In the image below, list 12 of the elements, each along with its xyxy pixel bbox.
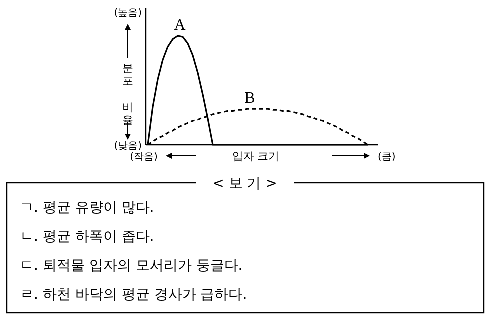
text: (큼) <box>378 152 396 163</box>
text: (작음) <box>130 152 158 163</box>
text: < 보 기 > <box>212 176 278 192</box>
text: ㄴ. 평균 하폭이 좁다. <box>20 229 154 245</box>
text: ㄹ. 하천 바닥의 평균 경사가 급하다. <box>20 287 248 303</box>
text: (높음) <box>114 8 142 19</box>
text: ㄱ. 평균 유량이 많다. <box>20 200 154 216</box>
x-axis-title: 입자 크기 <box>232 150 280 163</box>
series-label: B <box>244 90 256 108</box>
series-label: A <box>174 17 186 34</box>
text: (낮음) <box>114 141 142 152</box>
text: ㄷ. 퇴적물 입자의 모서리가 둥글다. <box>20 258 243 274</box>
